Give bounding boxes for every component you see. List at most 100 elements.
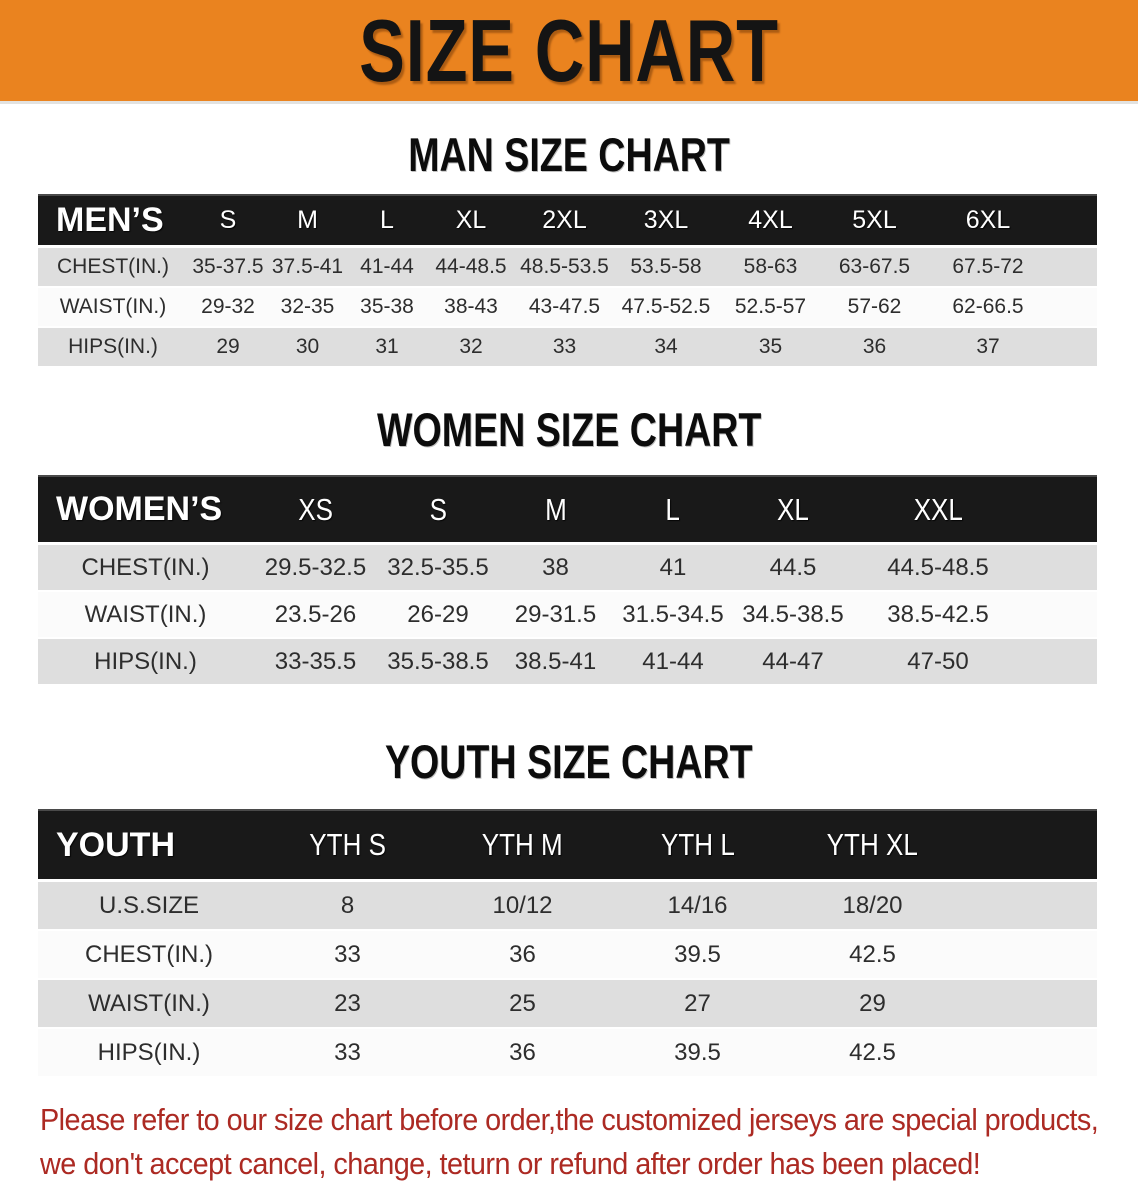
measurement-value: 44.5-48.5 bbox=[853, 543, 1023, 592]
mens-chest-row: CHEST(IN.) 35-37.5 37.5-41 41-44 44-48.5… bbox=[38, 246, 1097, 288]
measurement-value: 47-50 bbox=[853, 638, 1023, 686]
measurement-value: 35-38 bbox=[347, 287, 427, 328]
measurement-value: 14/16 bbox=[610, 880, 785, 931]
spacer-cell bbox=[1023, 638, 1097, 686]
youth-size-table: YOUTH YTH S YTH M YTH L YTH XL U.S.SIZE … bbox=[38, 809, 1097, 1078]
measurement-value: 29 bbox=[785, 979, 960, 1029]
measurement-value: 35 bbox=[718, 327, 823, 368]
women-size-chart-heading-text: WOMEN SIZE CHART bbox=[376, 403, 762, 456]
row-label: WAIST(IN.) bbox=[38, 287, 188, 328]
spacer-cell bbox=[1023, 543, 1097, 592]
size-column-header: 3XL bbox=[614, 194, 718, 248]
size-column-header: XL bbox=[733, 475, 853, 545]
size-column-header: XS bbox=[253, 475, 378, 545]
spacer-cell bbox=[960, 979, 1097, 1029]
measurement-value: 38.5-42.5 bbox=[853, 591, 1023, 639]
measurement-value: 36 bbox=[435, 1028, 610, 1078]
measurement-value: 48.5-53.5 bbox=[515, 246, 614, 288]
measurement-value: 41-44 bbox=[347, 246, 427, 288]
measurement-value: 41 bbox=[613, 543, 733, 592]
row-label: CHEST(IN.) bbox=[38, 246, 188, 288]
disclaimer-text: Please refer to our size chart before or… bbox=[40, 1098, 1138, 1186]
spacer-cell bbox=[1023, 591, 1097, 639]
mens-header-row: MEN’S S M L XL 2XL 3XL 4XL 5XL 6XL bbox=[38, 194, 1097, 248]
measurement-value: 67.5-72 bbox=[926, 246, 1097, 288]
measurement-value: 42.5 bbox=[785, 1028, 960, 1078]
measurement-value: 8 bbox=[260, 880, 435, 931]
row-label: U.S.SIZE bbox=[38, 880, 260, 931]
measurement-value: 39.5 bbox=[610, 1028, 785, 1078]
measurement-value: 47.5-52.5 bbox=[614, 287, 718, 328]
spacer-cell bbox=[960, 809, 1097, 882]
measurement-value: 32.5-35.5 bbox=[378, 543, 498, 592]
row-label: CHEST(IN.) bbox=[38, 543, 253, 592]
measurement-value: 29-31.5 bbox=[498, 591, 613, 639]
measurement-value: 44-48.5 bbox=[427, 246, 515, 288]
size-column-header: S bbox=[378, 475, 498, 545]
womens-waist-row: WAIST(IN.) 23.5-26 26-29 29-31.5 31.5-34… bbox=[38, 591, 1097, 639]
measurement-value: 23.5-26 bbox=[253, 591, 378, 639]
row-label: CHEST(IN.) bbox=[38, 930, 260, 980]
size-column-header: 4XL bbox=[718, 194, 823, 248]
row-label: HIPS(IN.) bbox=[38, 1028, 260, 1078]
measurement-value: 53.5-58 bbox=[614, 246, 718, 288]
measurement-value: 35-37.5 bbox=[188, 246, 268, 288]
measurement-value: 34.5-38.5 bbox=[733, 591, 853, 639]
size-column-header: XL bbox=[427, 194, 515, 248]
size-column-header: YTH M bbox=[435, 809, 610, 882]
measurement-value: 38.5-41 bbox=[498, 638, 613, 686]
size-column-header: M bbox=[498, 475, 613, 545]
measurement-value: 62-66.5 bbox=[926, 287, 1097, 328]
measurement-value: 31 bbox=[347, 327, 427, 368]
measurement-value: 29-32 bbox=[188, 287, 268, 328]
measurement-value: 58-63 bbox=[718, 246, 823, 288]
measurement-value: 38-43 bbox=[427, 287, 515, 328]
youth-corner-label: YOUTH bbox=[38, 809, 260, 882]
measurement-value: 63-67.5 bbox=[823, 246, 926, 288]
youth-hips-row: HIPS(IN.) 33 36 39.5 42.5 bbox=[38, 1028, 1097, 1078]
youth-size-table-wrapper: YOUTH YTH S YTH M YTH L YTH XL U.S.SIZE … bbox=[38, 809, 1097, 1078]
measurement-value: 29.5-32.5 bbox=[253, 543, 378, 592]
size-chart-banner: SIZE CHART bbox=[0, 0, 1138, 104]
measurement-value: 37.5-41 bbox=[268, 246, 347, 288]
man-size-chart-heading-text: MAN SIZE CHART bbox=[408, 128, 730, 181]
womens-size-table: WOMEN’S XS S M L XL XXL CHEST(IN.) 29.5-… bbox=[38, 475, 1097, 686]
measurement-value: 33 bbox=[260, 1028, 435, 1078]
measurement-value: 43-47.5 bbox=[515, 287, 614, 328]
mens-hips-row: HIPS(IN.) 29 30 31 32 33 34 35 36 37 bbox=[38, 327, 1097, 368]
measurement-value: 25 bbox=[435, 979, 610, 1029]
measurement-value: 32-35 bbox=[268, 287, 347, 328]
man-size-chart-heading: MAN SIZE CHART bbox=[0, 131, 1138, 178]
measurement-value: 33-35.5 bbox=[253, 638, 378, 686]
row-label: WAIST(IN.) bbox=[38, 979, 260, 1029]
measurement-value: 34 bbox=[614, 327, 718, 368]
measurement-value: 31.5-34.5 bbox=[613, 591, 733, 639]
row-label: HIPS(IN.) bbox=[38, 638, 253, 686]
womens-size-table-wrapper: WOMEN’S XS S M L XL XXL CHEST(IN.) 29.5-… bbox=[38, 475, 1097, 686]
measurement-value: 29 bbox=[188, 327, 268, 368]
size-column-header: 2XL bbox=[515, 194, 614, 248]
size-column-header: 6XL bbox=[926, 194, 1097, 248]
row-label: WAIST(IN.) bbox=[38, 591, 253, 639]
spacer-cell bbox=[960, 930, 1097, 980]
mens-waist-row: WAIST(IN.) 29-32 32-35 35-38 38-43 43-47… bbox=[38, 287, 1097, 328]
youth-ussize-row: U.S.SIZE 8 10/12 14/16 18/20 bbox=[38, 880, 1097, 931]
womens-hips-row: HIPS(IN.) 33-35.5 35.5-38.5 38.5-41 41-4… bbox=[38, 638, 1097, 686]
youth-header-row: YOUTH YTH S YTH M YTH L YTH XL bbox=[38, 809, 1097, 882]
youth-waist-row: WAIST(IN.) 23 25 27 29 bbox=[38, 979, 1097, 1029]
size-column-header: 5XL bbox=[823, 194, 926, 248]
women-size-chart-heading: WOMEN SIZE CHART bbox=[0, 406, 1138, 453]
measurement-value: 23 bbox=[260, 979, 435, 1029]
mens-corner-label: MEN’S bbox=[38, 194, 188, 248]
measurement-value: 44.5 bbox=[733, 543, 853, 592]
womens-chest-row: CHEST(IN.) 29.5-32.5 32.5-35.5 38 41 44.… bbox=[38, 543, 1097, 592]
banner-title: SIZE CHART bbox=[359, 0, 779, 100]
youth-size-chart-heading: YOUTH SIZE CHART bbox=[0, 738, 1138, 785]
measurement-value: 33 bbox=[515, 327, 614, 368]
mens-size-table: MEN’S S M L XL 2XL 3XL 4XL 5XL 6XL CHEST… bbox=[38, 194, 1097, 368]
womens-corner-label: WOMEN’S bbox=[38, 475, 253, 545]
measurement-value: 36 bbox=[435, 930, 610, 980]
measurement-value: 10/12 bbox=[435, 880, 610, 931]
size-column-header: M bbox=[268, 194, 347, 248]
measurement-value: 39.5 bbox=[610, 930, 785, 980]
